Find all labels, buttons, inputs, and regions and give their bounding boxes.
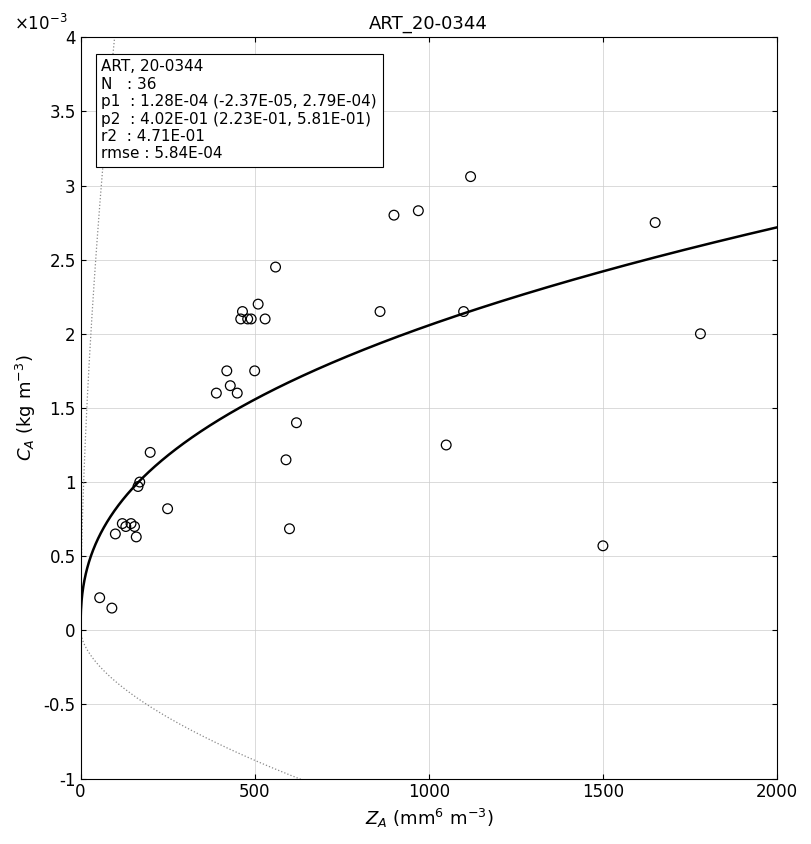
Point [116,517,129,530]
Point [268,260,281,273]
Point [283,522,296,535]
Point [258,312,271,326]
Point [236,305,249,318]
Point [244,312,257,326]
Y-axis label: $C_A\ \mathrm{(kg\ m^{-3})}$: $C_A\ \mathrm{(kg\ m^{-3})}$ [14,354,38,461]
X-axis label: $Z_A\ \mathrm{(mm^6\ m^{-3})}$: $Z_A\ \mathrm{(mm^6\ m^{-3})}$ [364,807,492,830]
Point [133,475,146,489]
Point [279,453,292,467]
Point [119,520,132,533]
Text: ART, 20-0344
N   : 36
p1  : 1.28E-04 (-2.37E-05, 2.79E-04)
p2  : 4.02E-01 (2.23E: ART, 20-0344 N : 36 p1 : 1.28E-04 (-2.37… [101,59,376,161]
Point [440,438,453,452]
Point [290,416,303,430]
Point [220,364,233,377]
Point [387,208,400,222]
Point [109,528,122,541]
Point [648,216,661,230]
Point [457,305,470,318]
Point [124,517,137,530]
Point [209,387,222,400]
Point [248,364,261,377]
Point [596,539,609,553]
Point [130,530,143,544]
Point [693,327,706,340]
Point [161,502,174,516]
Text: $\times10^{-3}$: $\times10^{-3}$ [15,14,68,34]
Point [128,520,141,533]
Point [464,170,477,183]
Point [131,479,144,493]
Point [373,305,386,318]
Point [234,312,247,326]
Title: ART_20-0344: ART_20-0344 [369,15,487,33]
Point [224,379,237,392]
Point [241,312,254,326]
Point [411,204,424,218]
Point [105,601,118,614]
Point [144,446,157,459]
Point [93,591,106,604]
Point [251,297,264,311]
Point [230,387,243,400]
